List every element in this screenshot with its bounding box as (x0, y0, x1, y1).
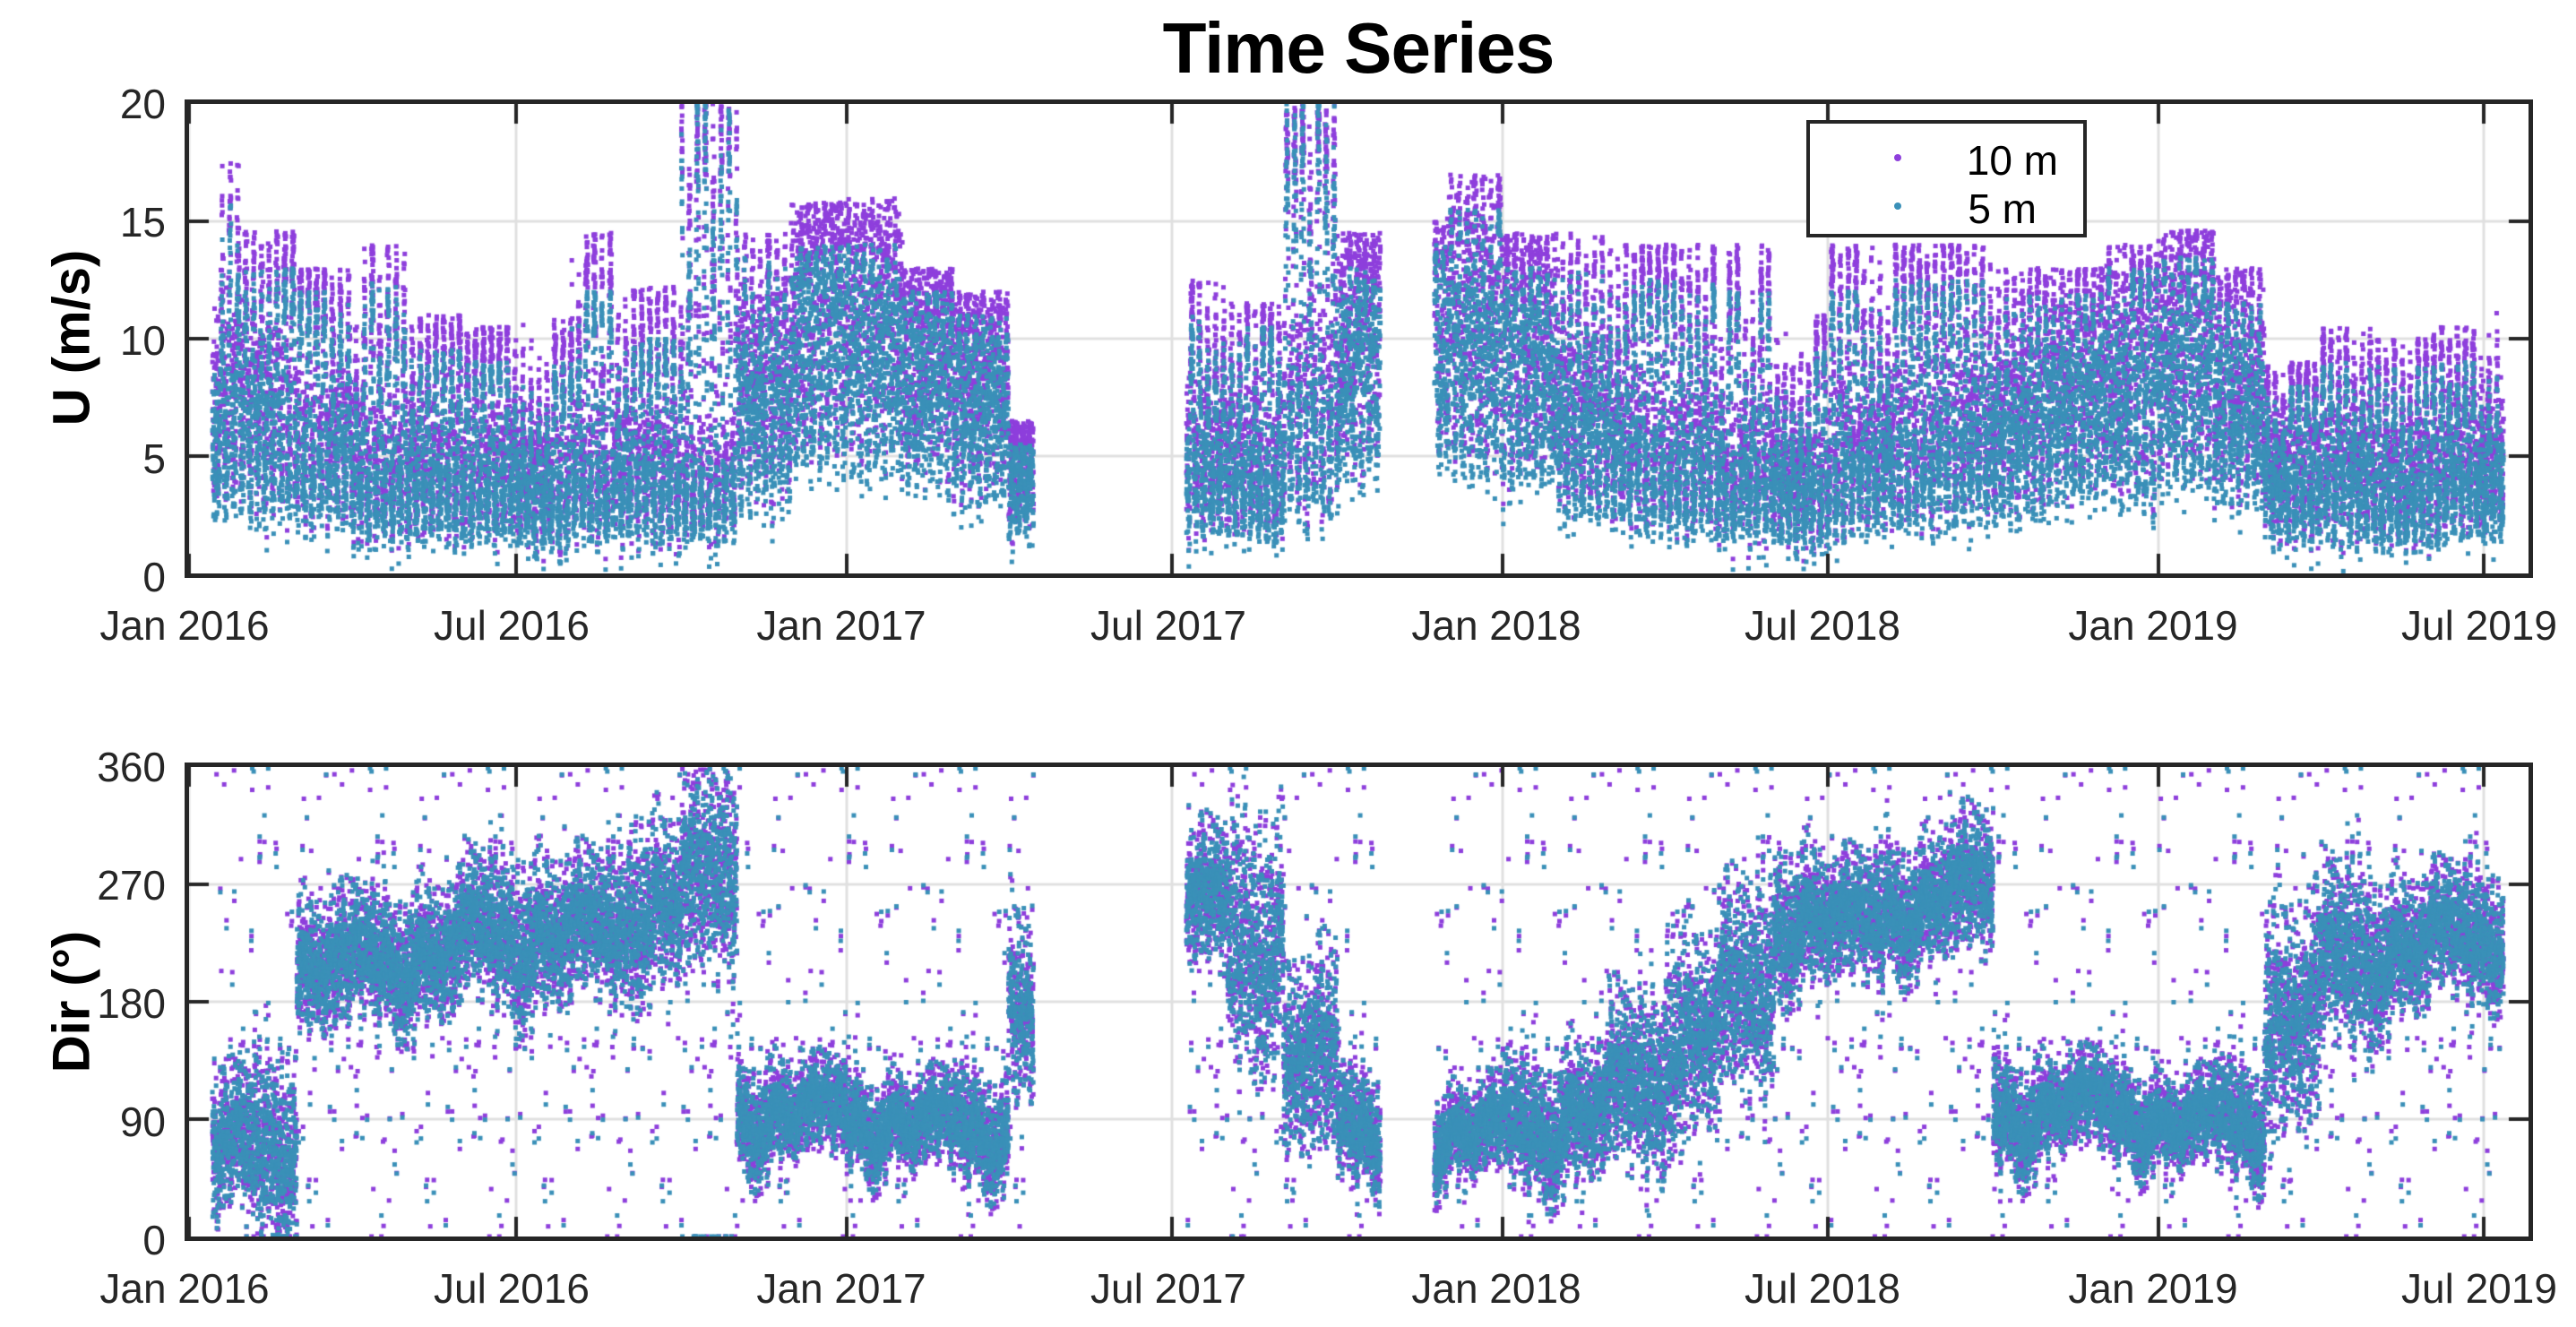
direction-xtick: Jul 2017 (1090, 1265, 1246, 1312)
direction-axes (185, 763, 2533, 1241)
direction-ytick: 180 (97, 980, 166, 1027)
direction-xtick: Jan 2017 (756, 1265, 926, 1312)
chart-title: Time Series (1162, 8, 1555, 88)
direction-xtick: Jan 2019 (2068, 1265, 2238, 1312)
direction-ytick: 360 (97, 744, 166, 790)
speed-xtick: Jan 2019 (2068, 602, 2238, 649)
direction-ytick: 90 (119, 1099, 166, 1145)
legend-entry-10m: 10 m (1810, 131, 2083, 185)
speed-ytick: 0 (142, 554, 166, 600)
direction-scatter-plot (189, 767, 2529, 1237)
direction-xtick: Jul 2019 (2401, 1265, 2557, 1312)
direction-y-axis-label: Dir (°) (42, 930, 101, 1073)
speed-xtick: Jul 2016 (434, 602, 590, 649)
speed-ytick: 20 (119, 81, 166, 127)
speed-ytick: 10 (119, 317, 166, 364)
speed-xtick: Jan 2017 (756, 602, 926, 649)
speed-scatter-plot (189, 104, 2529, 573)
speed-xtick: Jul 2018 (1745, 602, 1900, 649)
legend-entry-5m: 5 m (1810, 183, 2083, 237)
speed-xtick: Jan 2016 (99, 602, 270, 649)
speed-ytick: 5 (142, 435, 166, 482)
direction-xtick: Jul 2018 (1745, 1265, 1900, 1312)
legend-marker-5m-icon (1894, 202, 1901, 210)
speed-ytick: 15 (119, 199, 166, 246)
speed-xtick: Jul 2017 (1090, 602, 1246, 649)
legend-label-5m: 5 m (1968, 185, 2037, 232)
direction-ytick: 0 (142, 1217, 166, 1263)
direction-xtick: Jan 2018 (1411, 1265, 1581, 1312)
speed-xtick: Jan 2018 (1411, 602, 1581, 649)
legend: 10 m 5 m (1806, 120, 2087, 237)
speed-xtick: Jul 2019 (2401, 602, 2557, 649)
legend-marker-10m-icon (1894, 154, 1901, 161)
speed-axes (185, 99, 2533, 578)
legend-label-10m: 10 m (1966, 137, 2058, 184)
speed-y-axis-label: U (m/s) (42, 249, 101, 427)
direction-xtick: Jul 2016 (434, 1265, 590, 1312)
direction-xtick: Jan 2016 (99, 1265, 270, 1312)
direction-ytick: 270 (97, 862, 166, 909)
